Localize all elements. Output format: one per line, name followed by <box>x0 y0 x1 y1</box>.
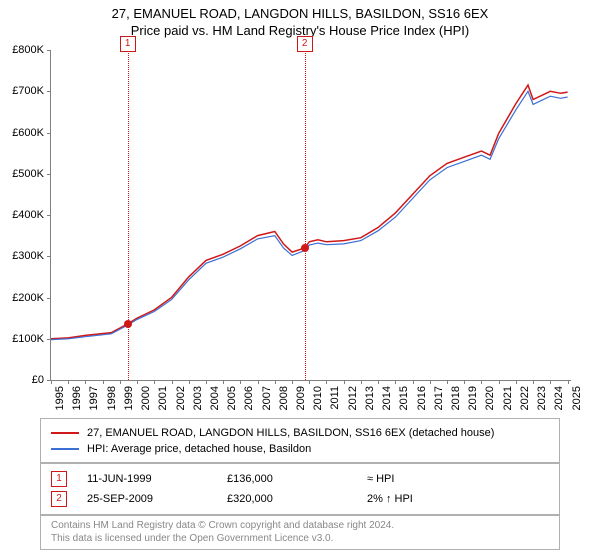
y-tick-label: £200K <box>0 292 44 304</box>
footer-box: Contains HM Land Registry data © Crown c… <box>40 514 560 550</box>
legend-label: HPI: Average price, detached house, Basi… <box>87 443 311 455</box>
footer-line2: This data is licensed under the Open Gov… <box>51 532 549 545</box>
x-tick-label: 2001 <box>157 386 169 426</box>
x-tick-label: 2005 <box>226 386 238 426</box>
marker-vline-1 <box>128 50 129 380</box>
y-tick-label: £100K <box>0 333 44 345</box>
title-block: 27, EMANUEL ROAD, LANGDON HILLS, BASILDO… <box>0 0 600 38</box>
x-tick-label: 2016 <box>416 386 428 426</box>
y-tick-label: £400K <box>0 209 44 221</box>
x-tick-label: 2012 <box>347 386 359 426</box>
y-tick-label: £700K <box>0 85 44 97</box>
marker-box-1: 1 <box>120 36 136 52</box>
event-marker-box: 1 <box>51 471 67 487</box>
x-tick-label: 2024 <box>553 386 565 426</box>
x-tick-label: 1996 <box>71 386 83 426</box>
events-box: 1 11-JUN-1999£136,000≈ HPI 2 25-SEP-2009£32… <box>40 462 560 516</box>
x-tick-label: 2011 <box>329 386 341 426</box>
x-tick-label: 2007 <box>261 386 273 426</box>
x-tick-label: 2018 <box>450 386 462 426</box>
x-tick-label: 2015 <box>398 386 410 426</box>
x-tick-label: 2021 <box>502 386 514 426</box>
x-tick-label: 2022 <box>519 386 531 426</box>
x-tick-label: 2006 <box>243 386 255 426</box>
event-delta: ≈ HPI <box>367 473 507 485</box>
event-price: £320,000 <box>227 493 367 505</box>
x-tick-label: 2025 <box>571 386 583 426</box>
x-tick-label: 2003 <box>192 386 204 426</box>
event-date: 11-JUN-1999 <box>87 473 227 485</box>
x-tick-label: 1995 <box>54 386 66 426</box>
y-tick-label: £300K <box>0 250 44 262</box>
footer-line1: Contains HM Land Registry data © Crown c… <box>51 519 549 532</box>
y-tick-label: £0 <box>0 374 44 386</box>
chart-plot-area: 12 <box>50 50 571 381</box>
x-tick-label: 2009 <box>295 386 307 426</box>
event-delta: 2% ↑ HPI <box>367 493 507 505</box>
x-tick-label: 2000 <box>140 386 152 426</box>
event-price: £136,000 <box>227 473 367 485</box>
x-tick-label: 2020 <box>484 386 496 426</box>
chart-container: 27, EMANUEL ROAD, LANGDON HILLS, BASILDO… <box>0 0 600 560</box>
x-tick-label: 2004 <box>209 386 221 426</box>
event-date: 25-SEP-2009 <box>87 493 227 505</box>
x-tick-label: 1997 <box>88 386 100 426</box>
x-tick-label: 2017 <box>433 386 445 426</box>
x-tick-label: 1999 <box>123 386 135 426</box>
y-tick-label: £500K <box>0 168 44 180</box>
x-tick-label: 2023 <box>536 386 548 426</box>
legend-swatch <box>51 448 79 450</box>
marker-vline-2 <box>305 50 306 380</box>
event-row-2: 2 25-SEP-2009£320,0002% ↑ HPI <box>51 489 549 509</box>
x-tick-label: 2014 <box>381 386 393 426</box>
legend-row-property: 27, EMANUEL ROAD, LANGDON HILLS, BASILDO… <box>51 425 549 441</box>
x-tick-label: 2002 <box>175 386 187 426</box>
x-tick-label: 1998 <box>106 386 118 426</box>
title-address: 27, EMANUEL ROAD, LANGDON HILLS, BASILDO… <box>0 6 600 21</box>
event-marker-box: 2 <box>51 491 67 507</box>
y-tick-label: £800K <box>0 44 44 56</box>
x-tick-label: 2010 <box>312 386 324 426</box>
legend-swatch <box>51 432 79 434</box>
marker-point-1 <box>124 320 132 328</box>
x-tick-label: 2013 <box>364 386 376 426</box>
x-tick-label: 2019 <box>467 386 479 426</box>
marker-box-2: 2 <box>297 36 313 52</box>
chart-lines-svg <box>51 50 571 380</box>
event-row-1: 1 11-JUN-1999£136,000≈ HPI <box>51 469 549 489</box>
marker-point-2 <box>301 244 309 252</box>
y-tick-label: £600K <box>0 127 44 139</box>
legend-label: 27, EMANUEL ROAD, LANGDON HILLS, BASILDO… <box>87 427 494 439</box>
legend-row-hpi: HPI: Average price, detached house, Basi… <box>51 441 549 457</box>
x-tick-label: 2008 <box>278 386 290 426</box>
